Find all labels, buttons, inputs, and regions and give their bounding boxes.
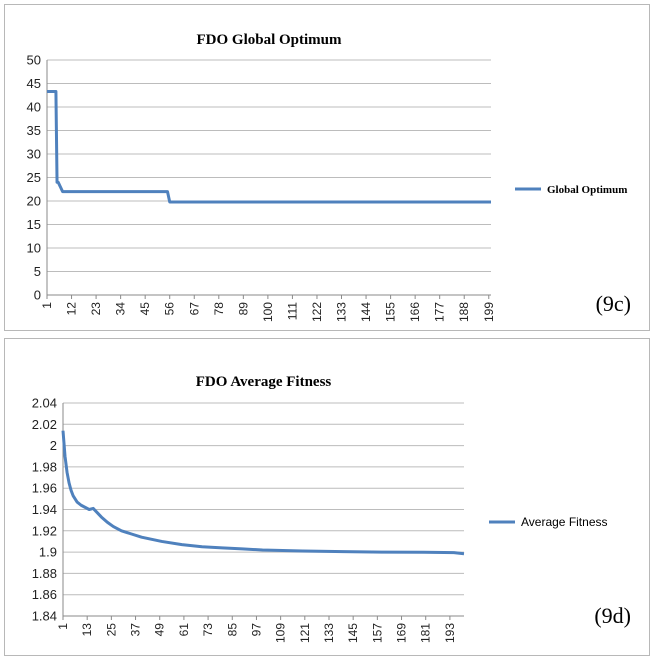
x-tick-label: 193 [443, 623, 457, 643]
x-tick-label: 1 [40, 302, 54, 309]
series-line [61, 430, 465, 556]
x-tick-label: 1 [56, 623, 70, 630]
y-tick-label: 45 [27, 76, 41, 91]
x-tick-label: 145 [346, 623, 360, 643]
y-tick-label: 30 [27, 147, 41, 162]
y-tick-label: 2.02 [32, 417, 57, 432]
x-tick-label: 121 [298, 623, 312, 643]
legend-label: Global Optimum [547, 184, 627, 196]
y-tick-label: 2 [50, 438, 57, 453]
average-fitness-panel: FDO Average Fitness 1.84 1.86 1.88 1.9 1.92 1.… [4, 338, 650, 656]
x-tick-label: 45 [138, 302, 152, 316]
x-tick-label: 109 [274, 623, 288, 643]
y-tick-label: 1.84 [32, 609, 57, 624]
legend-label: Average Fitness [521, 515, 608, 529]
x-tick-label: 13 [80, 623, 94, 637]
x-tick-label: 177 [433, 302, 447, 322]
y-tick-label: 25 [27, 170, 41, 185]
average-fitness-chart: FDO Average Fitness 1.84 1.86 1.88 1.9 1.92 1.… [32, 374, 608, 643]
x-tick-label: 166 [408, 302, 422, 322]
x-tick-label: 169 [395, 623, 409, 643]
series-line [47, 89, 491, 204]
y-tick-label: 10 [27, 241, 41, 256]
y-tick-label: 15 [27, 217, 41, 232]
y-tick-label: 5 [34, 264, 41, 279]
y-tick-label: 35 [27, 123, 41, 138]
x-tick-label: 188 [457, 302, 471, 322]
y-tick-label: 1.9 [39, 545, 57, 560]
x-tick-label: 122 [310, 302, 324, 322]
y-tick-label: 2.04 [32, 396, 57, 411]
x-tick-label: 61 [177, 623, 191, 637]
y-tick-label: 40 [27, 100, 41, 115]
figure-label-9d: (9d) [594, 603, 631, 628]
x-tick-label: 78 [212, 302, 226, 316]
y-tick-label: 1.92 [32, 523, 57, 538]
x-tick-label: 85 [225, 623, 239, 637]
x-tick-label: 199 [482, 302, 496, 322]
x-tick-label: 133 [322, 623, 336, 643]
y-tick-label: 1.94 [32, 502, 57, 517]
chart-title: FDO Average Fitness [196, 374, 332, 390]
figure-label-9c: (9c) [595, 291, 631, 316]
y-tick-label: 1.86 [32, 587, 57, 602]
y-tick-label: 1.96 [32, 481, 57, 496]
x-tick-label: 89 [236, 302, 250, 316]
x-tick-label: 49 [153, 623, 167, 637]
x-tick-label: 111 [285, 302, 299, 321]
x-tick-label: 100 [261, 302, 275, 322]
x-tick-label: 133 [335, 302, 349, 322]
global-optimum-panel: FDO Global Optimum 0 5 10 15 20 25 30 35 40 45 50 1 1… [4, 4, 650, 331]
x-tick-label: 23 [89, 302, 103, 316]
x-tick-label: 157 [370, 623, 384, 643]
y-tick-label: 1.98 [32, 459, 57, 474]
x-tick-label: 155 [384, 302, 398, 322]
x-tick-label: 144 [359, 302, 373, 322]
chart-title: FDO Global Optimum [196, 32, 342, 48]
y-tick-label: 50 [27, 53, 41, 68]
x-tick-label: 97 [249, 623, 263, 637]
y-tick-label: 20 [27, 194, 41, 209]
y-tick-label: 0 [34, 288, 41, 303]
x-tick-label: 181 [419, 623, 433, 643]
x-tick-label: 56 [163, 302, 177, 316]
x-tick-label: 12 [65, 302, 79, 316]
x-tick-label: 25 [104, 623, 118, 637]
y-tick-label: 1.88 [32, 566, 57, 581]
x-tick-label: 67 [187, 302, 201, 316]
x-tick-label: 73 [201, 623, 215, 637]
x-tick-label: 37 [129, 623, 143, 637]
x-tick-label: 34 [114, 302, 128, 316]
